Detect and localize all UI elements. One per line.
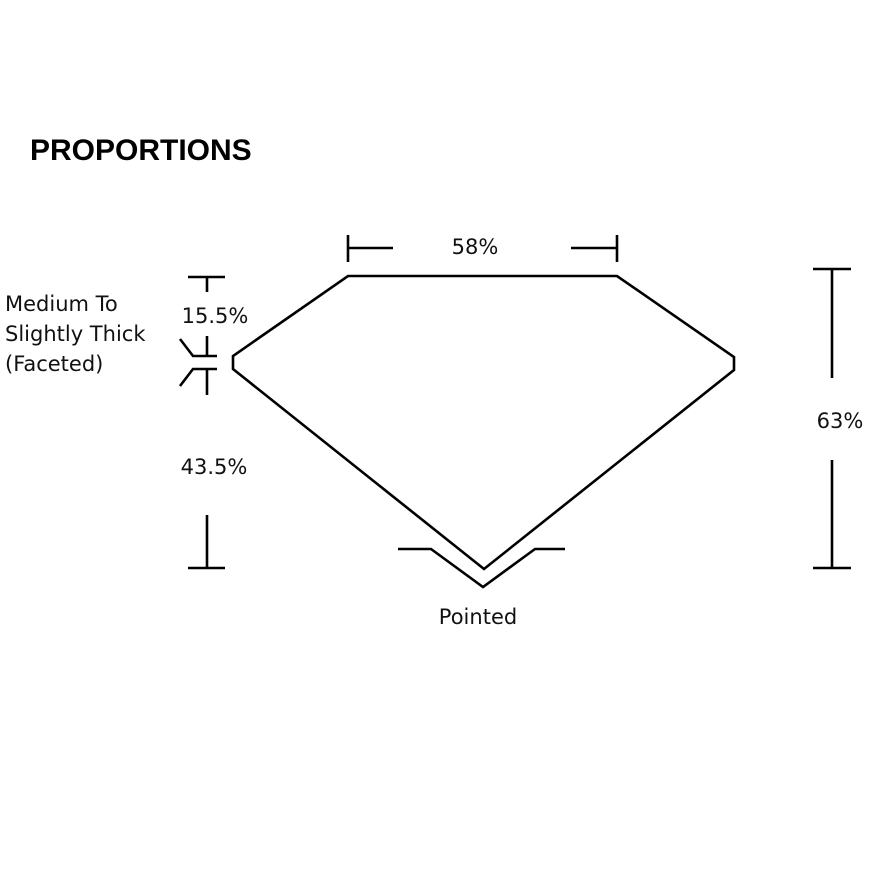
pavilion-depth-dimension	[188, 515, 225, 570]
total-depth-dimension	[813, 267, 851, 570]
table-dimension	[346, 235, 619, 262]
total-depth-label: 63%	[817, 409, 864, 433]
culet-indicator	[398, 547, 565, 589]
girdle-label-line-1: Medium To	[5, 292, 118, 316]
crown-height-dimension	[178, 275, 225, 395]
pavilion-depth-label: 43.5%	[181, 455, 248, 479]
page-title: PROPORTIONS	[30, 134, 252, 167]
diamond-outline	[231, 274, 736, 571]
table-percent-label: 58%	[452, 235, 499, 259]
culet-label: Pointed	[439, 605, 517, 629]
girdle-label-line-2: Slightly Thick	[5, 322, 146, 346]
crown-height-label: 15.5%	[182, 304, 249, 328]
girdle-label-line-3: (Faceted)	[5, 352, 103, 376]
